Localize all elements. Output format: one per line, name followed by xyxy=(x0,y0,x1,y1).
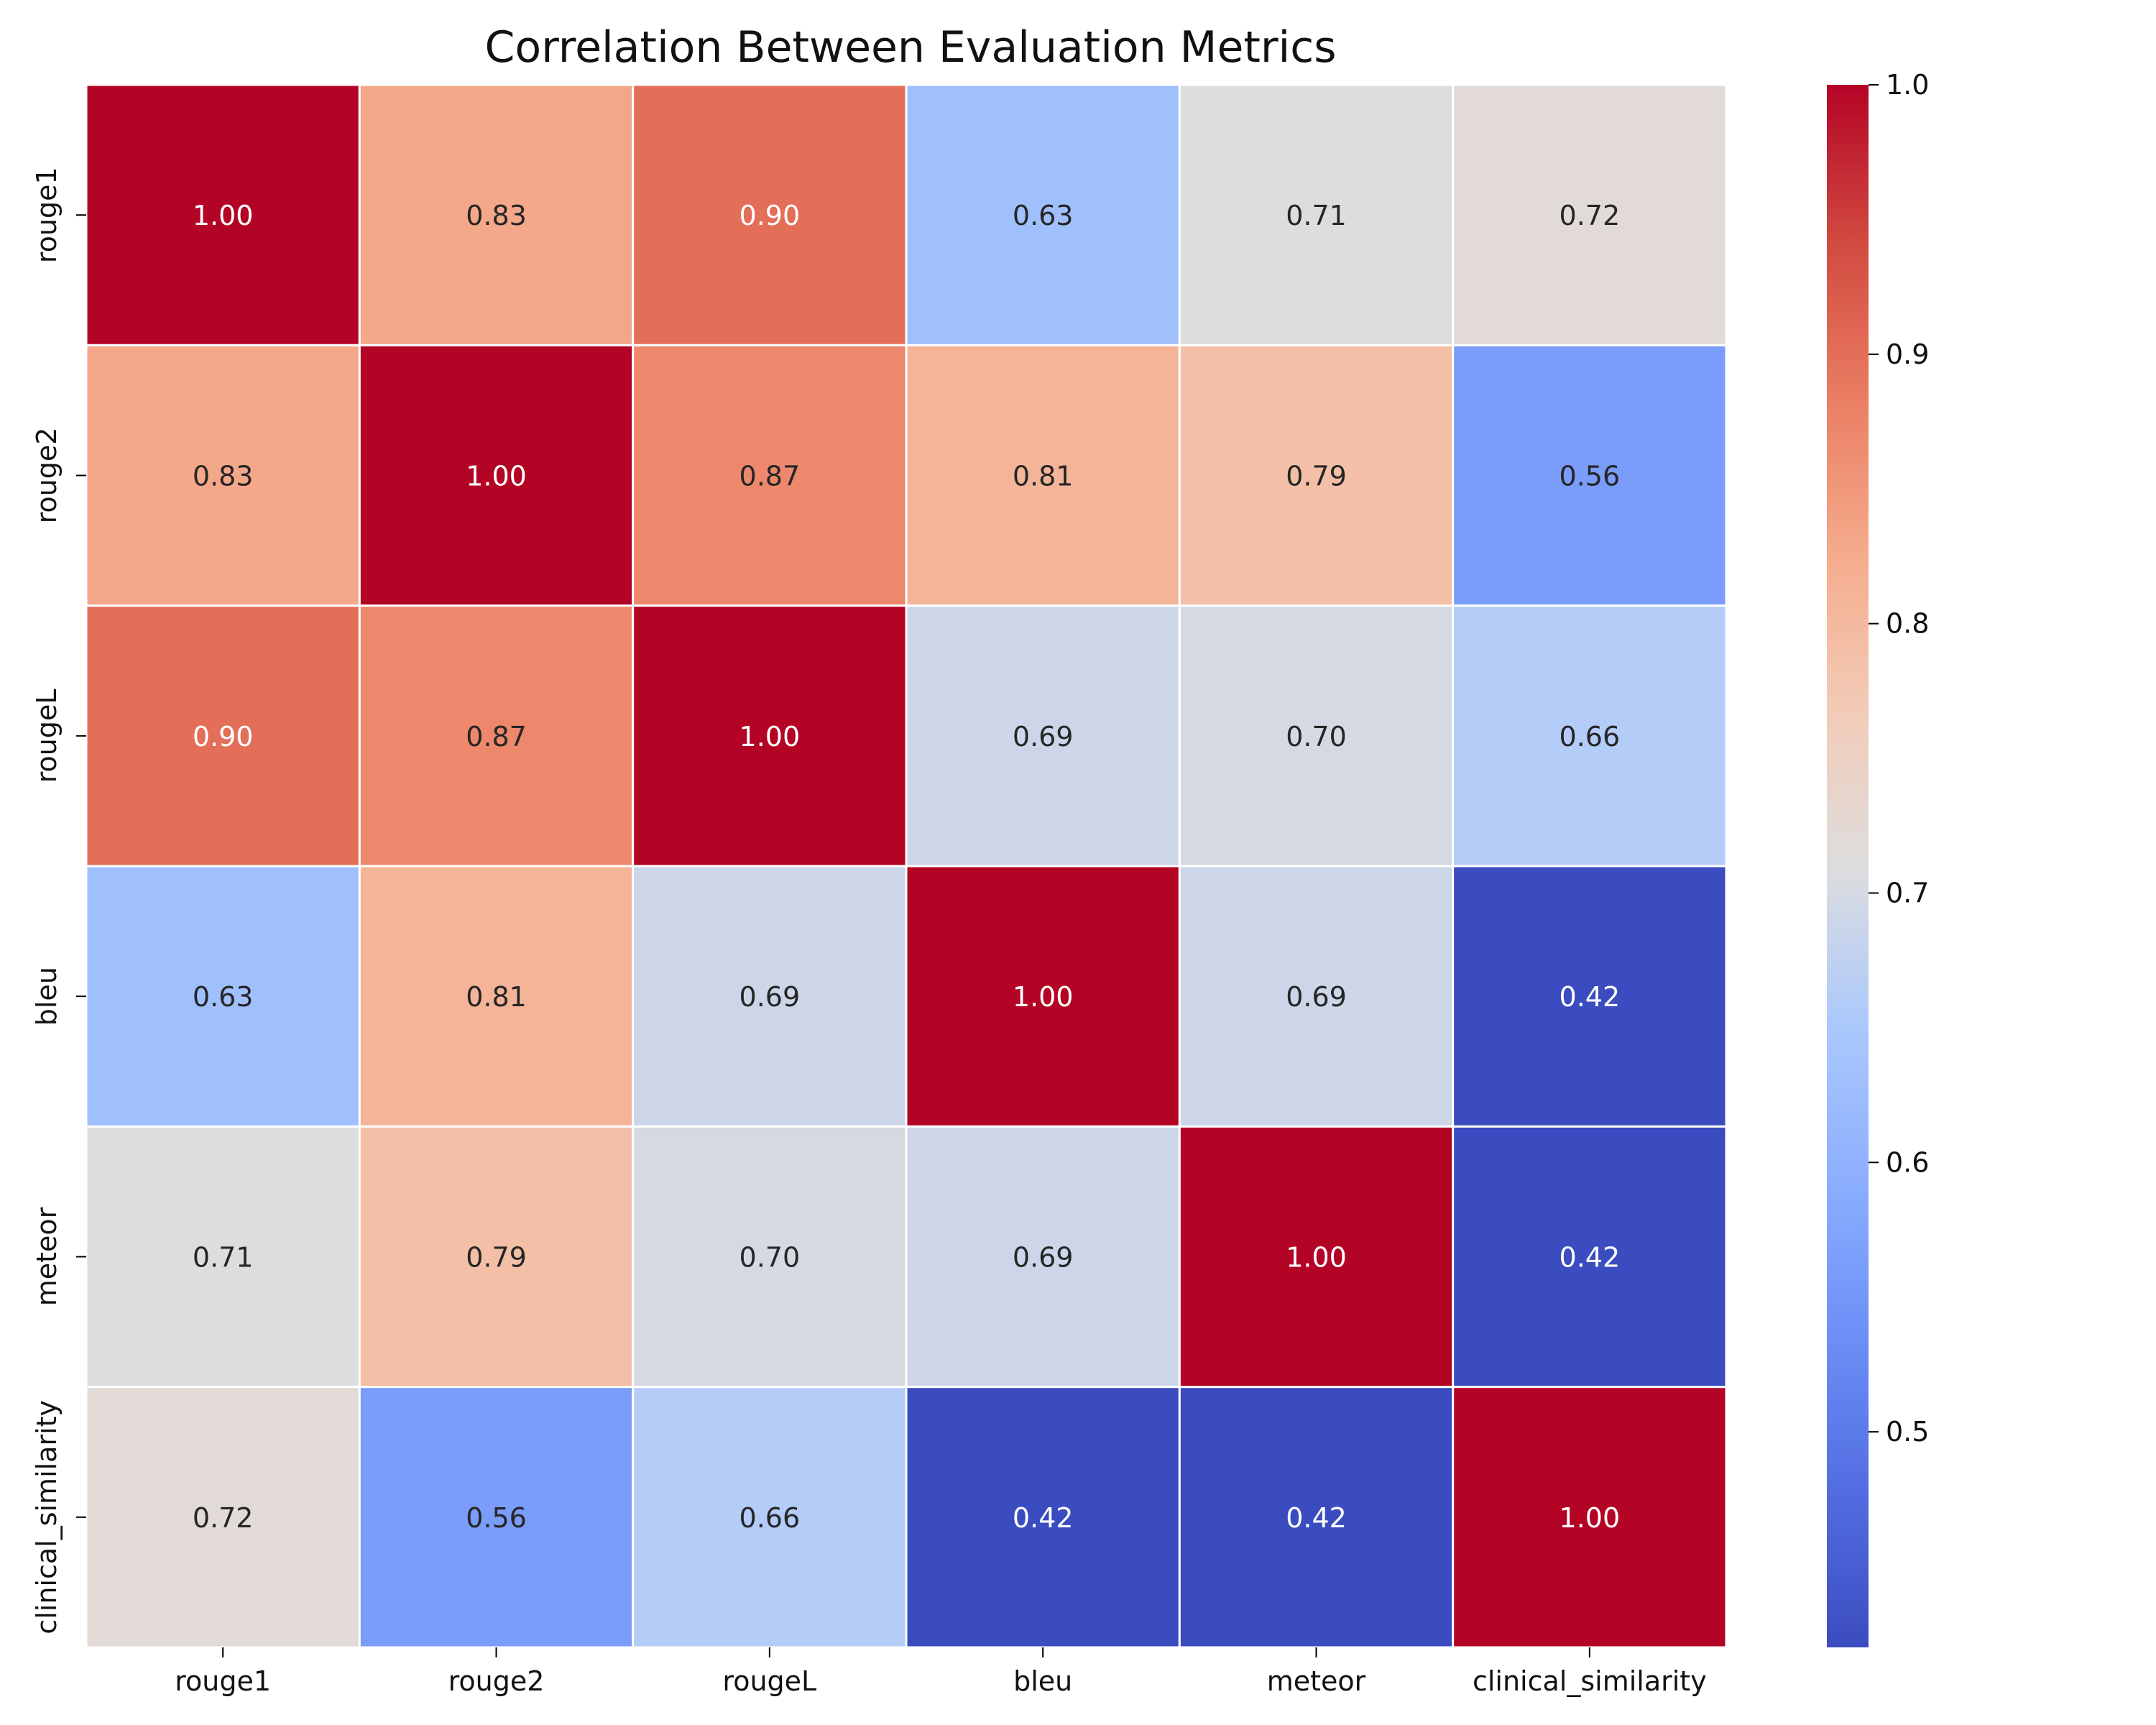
heatmap-cell xyxy=(1178,83,1455,346)
chart-title: Correlation Between Evaluation Metrics xyxy=(485,22,1337,73)
heatmap-cell xyxy=(358,604,635,868)
cell-value-label: 0.79 xyxy=(466,1242,527,1274)
cell-value-label: 0.63 xyxy=(1013,200,1074,231)
colorbar-tick-label: 0.8 xyxy=(1886,608,1929,640)
heatmap-cell xyxy=(1452,604,1728,868)
x-tick-label: rouge2 xyxy=(448,1665,545,1697)
heatmap-cell xyxy=(85,1386,361,1649)
y-tick-label: rouge1 xyxy=(31,167,63,263)
cell-value-label: 0.69 xyxy=(740,981,801,1013)
x-axis: rouge1 rouge2 rougeL bleu meteor clinical_sim… xyxy=(175,1647,1707,1697)
heatmap-cell xyxy=(1178,604,1455,868)
cell-value-label: 0.90 xyxy=(193,721,254,753)
cell-value-label: 0.90 xyxy=(740,200,801,231)
heatmap-cell xyxy=(1452,344,1728,607)
heatmap-cell xyxy=(905,1125,1181,1389)
heatmap-cell xyxy=(632,1125,908,1389)
x-tick-label: rougeL xyxy=(722,1665,816,1697)
y-axis: rouge1 rouge2 rougeL bleu meteor clinical_sim… xyxy=(31,167,86,1634)
heatmap-cell xyxy=(905,83,1181,346)
cell-value-label: 0.42 xyxy=(1013,1502,1074,1534)
cell-value-label: 0.71 xyxy=(1286,200,1347,231)
heatmap-cell xyxy=(905,865,1181,1128)
cell-value-label: 1.00 xyxy=(1560,1502,1621,1534)
heatmap-cell xyxy=(85,865,361,1128)
y-tick-label: clinical_similarity xyxy=(31,1400,63,1634)
colorbar-tick-label: 0.6 xyxy=(1886,1146,1929,1178)
x-tick-label: meteor xyxy=(1267,1665,1366,1697)
heatmap-cell xyxy=(1452,865,1728,1128)
cell-value-label: 0.69 xyxy=(1013,721,1074,753)
colorbar-tick-label: 0.9 xyxy=(1886,339,1929,370)
heatmap-cell xyxy=(1452,1125,1728,1389)
colorbar: 0.5 0.6 0.7 0.8 0.9 1.0 xyxy=(1827,69,1929,1647)
cell-value-label: 0.70 xyxy=(1286,721,1347,753)
cell-value-label: 0.71 xyxy=(193,1242,254,1274)
heatmap-cell xyxy=(905,604,1181,868)
colorbar-tick-label: 0.7 xyxy=(1886,877,1929,908)
cell-value-label: 0.79 xyxy=(1286,461,1347,492)
heatmap-cell xyxy=(1178,1125,1455,1389)
cell-value-label: 1.00 xyxy=(466,461,527,492)
heatmap-cell xyxy=(85,83,361,346)
colorbar-tick-label: 0.5 xyxy=(1886,1416,1929,1448)
heatmap-cell-labels: 1.00 0.83 0.90 0.63 0.71 0.72 0.83 1.00 0.87 0.81… xyxy=(193,200,1620,1534)
cell-value-label: 0.66 xyxy=(740,1502,801,1534)
heatmap-cell xyxy=(358,344,635,607)
cell-value-label: 0.69 xyxy=(1286,981,1347,1013)
heatmap-cell xyxy=(632,604,908,868)
heatmap-cell xyxy=(1178,865,1455,1128)
heatmap-cell xyxy=(85,1125,361,1389)
cell-value-label: 0.72 xyxy=(1560,200,1621,231)
cell-value-label: 0.81 xyxy=(466,981,527,1013)
y-tick-label: meteor xyxy=(31,1207,63,1306)
cell-value-label: 1.00 xyxy=(193,200,254,231)
heatmap-cell xyxy=(632,83,908,346)
y-tick-label: bleu xyxy=(31,967,63,1026)
x-tick-label: rouge1 xyxy=(175,1665,271,1697)
heatmap-cell xyxy=(358,865,635,1128)
heatmap-cell xyxy=(358,83,635,346)
heatmap-cell xyxy=(85,604,361,868)
cell-value-label: 1.00 xyxy=(740,721,801,753)
cell-value-label: 1.00 xyxy=(1013,981,1074,1013)
cell-value-label: 0.56 xyxy=(1560,461,1621,492)
cell-value-label: 0.42 xyxy=(1560,981,1621,1013)
colorbar-gradient xyxy=(1827,85,1869,1647)
heatmap-cell xyxy=(1452,83,1728,346)
x-tick-label: bleu xyxy=(1013,1665,1072,1697)
cell-value-label: 0.72 xyxy=(193,1502,254,1534)
heatmap-cell xyxy=(905,344,1181,607)
heatmap-cell xyxy=(632,865,908,1128)
cell-value-label: 0.81 xyxy=(1013,461,1074,492)
y-tick-label: rougeL xyxy=(31,689,63,783)
heatmap-cells xyxy=(85,83,1728,1649)
cell-value-label: 0.63 xyxy=(193,981,254,1013)
cell-value-label: 0.56 xyxy=(466,1502,527,1534)
heatmap-cell xyxy=(1178,1386,1455,1649)
cell-value-label: 0.66 xyxy=(1560,721,1621,753)
cell-value-label: 0.42 xyxy=(1286,1502,1347,1534)
heatmap-cell xyxy=(1452,1386,1728,1649)
cell-value-label: 0.87 xyxy=(740,461,801,492)
cell-value-label: 0.83 xyxy=(466,200,527,231)
cell-value-label: 0.87 xyxy=(466,721,527,753)
y-tick-label: rouge2 xyxy=(31,428,63,524)
cell-value-label: 0.70 xyxy=(740,1242,801,1274)
cell-value-label: 0.42 xyxy=(1560,1242,1621,1274)
x-tick-label: clinical_similarity xyxy=(1473,1665,1707,1697)
cell-value-label: 1.00 xyxy=(1286,1242,1347,1274)
cell-value-label: 0.69 xyxy=(1013,1242,1074,1274)
colorbar-tick-label: 1.0 xyxy=(1886,69,1929,101)
cell-value-label: 0.83 xyxy=(193,461,254,492)
